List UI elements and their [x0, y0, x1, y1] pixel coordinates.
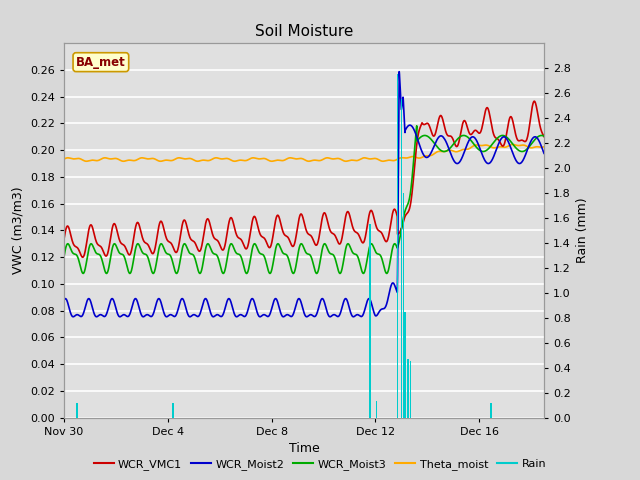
Bar — [490, 403, 492, 418]
X-axis label: Time: Time — [289, 442, 319, 455]
Bar — [407, 359, 408, 418]
Bar — [404, 312, 406, 418]
Bar — [401, 99, 402, 418]
Bar — [403, 193, 404, 418]
Legend: WCR_VMC1, WCR_Moist2, WCR_Moist3, Theta_moist, Rain: WCR_VMC1, WCR_Moist2, WCR_Moist3, Theta_… — [89, 455, 551, 474]
Bar — [76, 403, 77, 418]
Bar — [369, 224, 371, 418]
Y-axis label: VWC (m3/m3): VWC (m3/m3) — [12, 187, 24, 274]
Bar — [172, 403, 173, 418]
Y-axis label: Rain (mm): Rain (mm) — [577, 198, 589, 263]
Bar — [410, 361, 411, 418]
Bar — [397, 74, 398, 418]
Text: BA_met: BA_met — [76, 56, 125, 69]
Bar — [376, 401, 378, 418]
Title: Soil Moisture: Soil Moisture — [255, 24, 353, 39]
